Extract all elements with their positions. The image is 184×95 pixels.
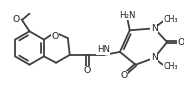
Text: N: N (151, 24, 158, 33)
Text: O: O (84, 66, 91, 75)
Text: H₂N: H₂N (120, 11, 136, 20)
Text: N: N (151, 53, 158, 62)
Text: CH₃: CH₃ (164, 62, 178, 71)
Text: O: O (51, 32, 59, 41)
Text: O: O (120, 71, 128, 80)
Text: HN: HN (97, 45, 110, 54)
Text: O: O (177, 38, 184, 47)
Text: CH₃: CH₃ (164, 15, 178, 24)
Text: O: O (12, 15, 20, 24)
